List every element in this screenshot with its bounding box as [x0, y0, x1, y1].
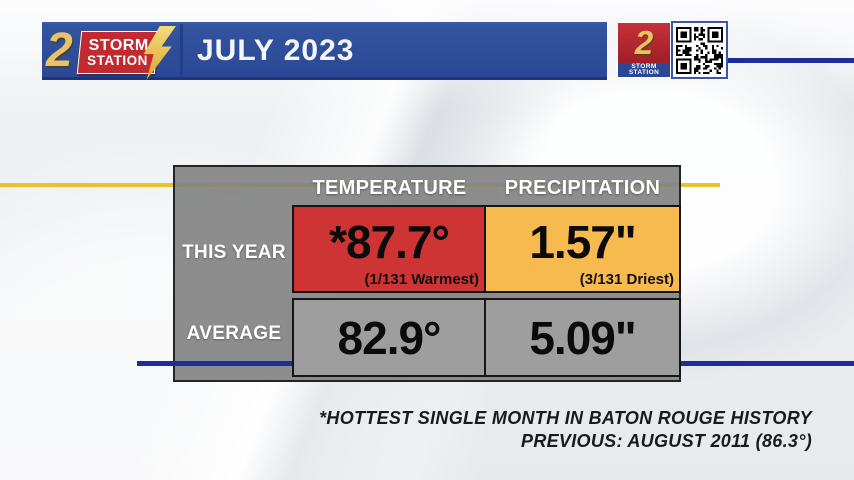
cell-this-year-temperature: *87.7° (1/131 Warmest) — [292, 205, 486, 293]
row-label-this-year: THIS YEAR — [182, 242, 286, 263]
cell-average-temperature: 82.9° — [292, 298, 486, 377]
this-year-temperature-rank: (1/131 Warmest) — [364, 271, 480, 288]
this-year-temperature-value: *87.7° — [329, 216, 450, 268]
average-precipitation-value: 5.09" — [529, 311, 636, 364]
cell-this-year-precipitation: 1.57" (3/131 Driest) — [484, 205, 681, 293]
title-banner: 2 STORM STATION JULY 2023 — [42, 22, 607, 80]
this-year-precipitation-rank: (3/131 Driest) — [579, 271, 674, 288]
column-header-precipitation: PRECIPITATION — [504, 177, 661, 199]
corner-channel-2-numeral: 2 — [634, 24, 654, 61]
column-header-temperature: TEMPERATURE — [312, 177, 467, 199]
wordmark-line1: STORM — [88, 36, 149, 54]
banner-divider — [180, 24, 183, 77]
footnote-line1: *HOTTEST SINGLE MONTH IN BATON ROUGE HIS… — [319, 408, 812, 428]
corner-wordmark-line2: STATION — [628, 69, 660, 76]
footnote: *HOTTEST SINGLE MONTH IN BATON ROUGE HIS… — [319, 407, 812, 453]
cell-average-precipitation: 5.09" — [484, 298, 681, 377]
footnote-line2: PREVIOUS: AUGUST 2011 (86.3°) — [521, 431, 812, 451]
qr-code — [671, 21, 728, 79]
channel-2-numeral: 2 — [46, 24, 73, 77]
average-temperature-value: 82.9° — [337, 311, 442, 364]
corner-logo-wordmark: STORM STATION — [617, 63, 671, 78]
page-title: JULY 2023 — [197, 33, 355, 67]
corner-logo-numeral-box: 2 — [617, 22, 671, 63]
navy-accent-line-top — [727, 58, 854, 63]
corner-wordmark-line1: STORM — [631, 62, 657, 70]
wordmark-line2: STATION — [86, 52, 148, 68]
this-year-precipitation-value: 1.57" — [529, 216, 636, 268]
corner-station-logo: 2 STORM STATION — [617, 22, 671, 78]
qr-code-pattern — [676, 26, 723, 74]
row-label-average: AVERAGE — [186, 323, 282, 344]
